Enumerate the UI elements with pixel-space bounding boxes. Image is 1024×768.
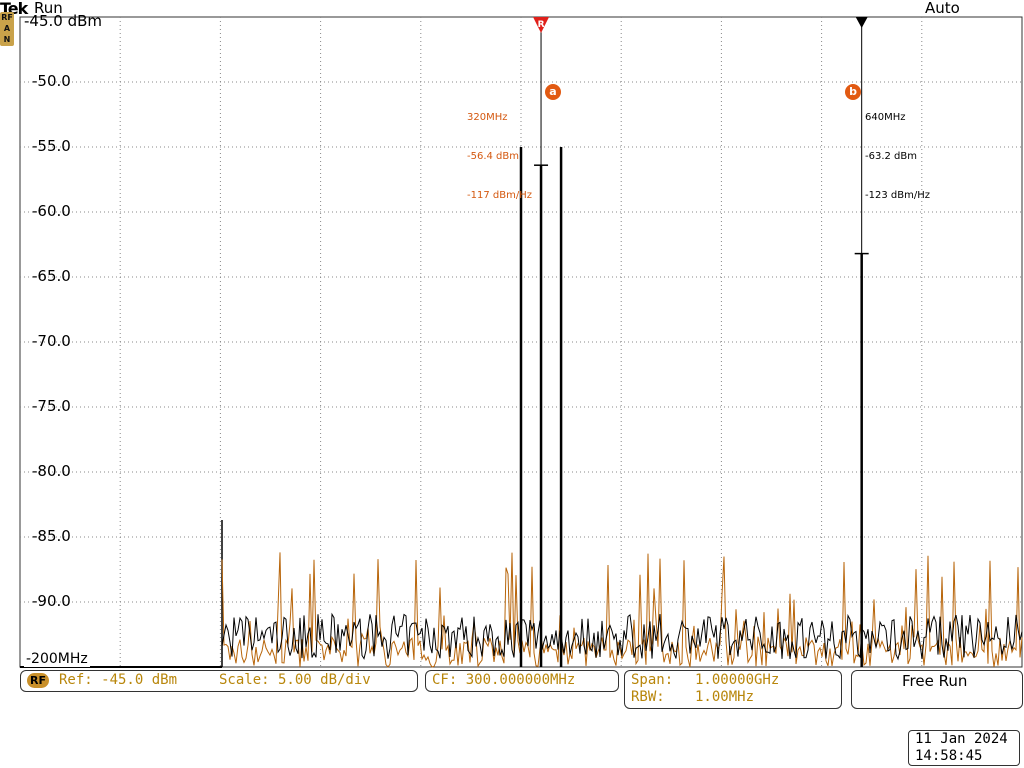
y-tick-label: -85.0 [32,527,71,545]
time: 14:58:45 [915,748,983,764]
rbw-label: RBW: [631,689,665,705]
marker-b-readout: 640MHz -63.2 dBm -123 dBm/Hz [865,85,930,215]
marker-a-ref-letter: R [538,20,545,30]
y-tick-label: -55.0 [32,137,71,155]
marker-a-badge[interactable]: a [545,84,561,100]
run-state: Run [34,0,63,17]
marker-a-reference-flag [533,17,550,33]
acquisition-mode: Free Run [902,672,968,690]
y-tick-label: -70.0 [32,332,71,350]
y-tick-label: -65.0 [32,267,71,285]
date-time-panel: 11 Jan 2024 14:58:45 [908,730,1020,766]
marker-a-density: -117 dBm/Hz [467,190,532,201]
spectrum-plot[interactable]: R [0,0,1024,670]
trigger-mode: Auto [925,0,960,17]
marker-a-level: -56.4 dBm [467,151,520,162]
marker-b-level: -63.2 dBm [865,151,918,162]
rbw-value: 1.00MHz [695,689,755,705]
spectrum-traces [20,147,1023,668]
marker-b-density: -123 dBm/Hz [865,190,930,201]
rf-channel-indicator: RF A N [0,12,14,46]
span-value: 1.00000GHz [695,672,780,688]
rf-indicator-rf: RF [1,13,13,22]
y-tick-label: -80.0 [32,462,71,480]
reference-level: Ref: -45.0 dBm [59,672,178,688]
span-rbw-panel[interactable]: Span: 1.00000GHz RBW: 1.00MHz [624,670,842,709]
y-tick-label: -45.0 dBm [24,12,103,30]
x-axis-left-label: -200MHz [24,651,90,667]
y-tick-label: -90.0 [32,592,71,610]
marker-a-freq: 320MHz [467,112,508,123]
marker-b-badge[interactable]: b [845,84,861,100]
y-tick-label: -75.0 [32,397,71,415]
acquisition-mode-panel[interactable]: Free Run [851,670,1023,709]
span-label: Span: [631,672,674,688]
marker-lines: R [533,17,869,667]
center-frequency: CF: 300.000000MHz [432,672,576,688]
marker-b-freq: 640MHz [865,112,906,123]
y-tick-label: -50.0 [32,72,71,90]
max-hold-trace [221,552,1023,668]
y-tick-label: -60.0 [32,202,71,220]
center-frequency-panel[interactable]: CF: 300.000000MHz [425,670,619,692]
marker-b-flag [855,17,868,28]
rf-tag: RF [27,673,49,688]
reference-scale-panel[interactable]: RF Ref: -45.0 dBm Scale: 5.00 dB/div [20,670,418,692]
marker-a-readout: 320MHz -56.4 dBm -117 dBm/Hz [467,85,532,215]
date: 11 Jan 2024 [915,731,1008,747]
rf-indicator-n: N [3,35,11,44]
rf-indicator-a: A [3,24,11,33]
vertical-scale: Scale: 5.00 dB/div [219,672,371,688]
average-trace [221,612,1023,661]
